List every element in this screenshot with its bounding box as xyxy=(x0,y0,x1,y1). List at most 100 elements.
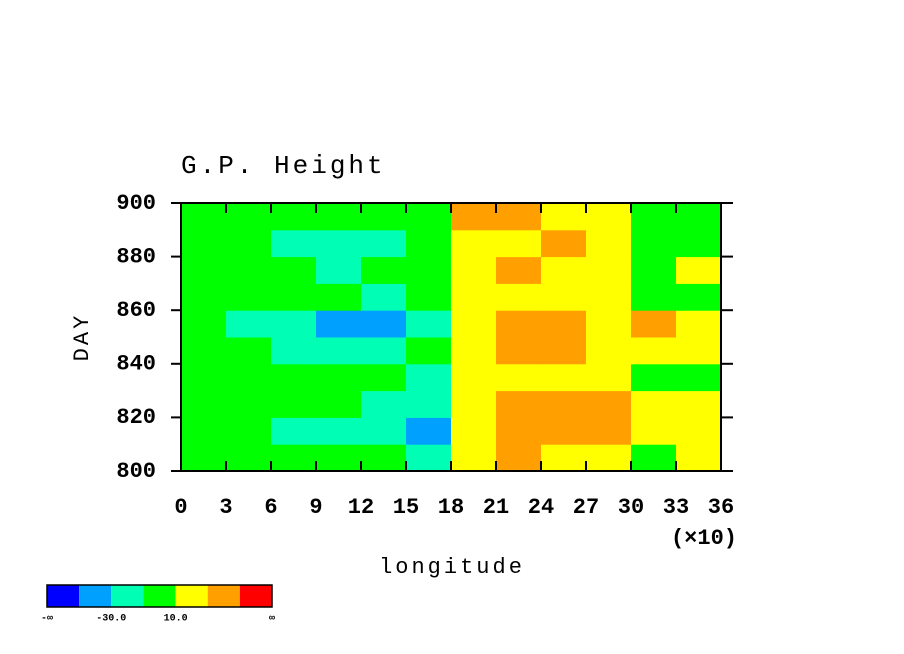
colorbar-box xyxy=(143,585,176,607)
cell xyxy=(586,390,632,418)
cell xyxy=(181,444,227,472)
cell xyxy=(451,229,497,258)
cell xyxy=(271,444,317,472)
cell xyxy=(271,203,317,231)
cell xyxy=(541,363,587,392)
cell xyxy=(586,310,632,338)
cell xyxy=(541,203,587,231)
cell xyxy=(226,310,272,338)
cell xyxy=(271,256,317,284)
cell xyxy=(316,417,362,445)
cell xyxy=(316,256,362,284)
cell xyxy=(586,444,632,472)
cell xyxy=(586,417,632,445)
cell xyxy=(226,417,272,445)
cell xyxy=(181,363,227,392)
cell xyxy=(181,256,227,284)
x-tick-label: 9 xyxy=(309,495,322,520)
y-tick-label: 800 xyxy=(116,459,156,484)
colorbar-box xyxy=(239,585,272,607)
cell xyxy=(541,229,587,258)
cell xyxy=(361,310,407,338)
cell xyxy=(496,417,542,445)
cell xyxy=(361,337,407,365)
cell xyxy=(676,283,722,311)
cell xyxy=(631,283,677,311)
cell xyxy=(631,229,677,258)
cell xyxy=(451,390,497,418)
x-tick-label: 33 xyxy=(663,495,689,520)
cell xyxy=(631,256,677,284)
cell xyxy=(316,444,362,472)
cell xyxy=(496,444,542,472)
cell xyxy=(406,417,452,445)
cell xyxy=(406,283,452,311)
cell xyxy=(316,283,362,311)
x-axis-label: longitude xyxy=(379,555,525,580)
cell xyxy=(181,337,227,365)
cell xyxy=(316,229,362,258)
cell xyxy=(541,337,587,365)
cell xyxy=(496,390,542,418)
cell xyxy=(226,337,272,365)
cell xyxy=(406,363,452,392)
cell xyxy=(676,417,722,445)
cell xyxy=(496,363,542,392)
y-tick-label: 820 xyxy=(116,405,156,430)
x-tick-label: 12 xyxy=(348,495,374,520)
cell xyxy=(361,444,407,472)
cell xyxy=(316,310,362,338)
cell xyxy=(586,229,632,258)
cell xyxy=(316,363,362,392)
cell xyxy=(406,203,452,231)
colorbar-frame xyxy=(46,584,273,608)
cell xyxy=(631,203,677,231)
y-axis-label: DAY xyxy=(70,313,95,362)
cell xyxy=(181,283,227,311)
cell xyxy=(226,283,272,311)
x-tick-label: 15 xyxy=(393,495,419,520)
cell xyxy=(361,417,407,445)
cell xyxy=(631,363,677,392)
cell xyxy=(271,310,317,338)
cell xyxy=(406,256,452,284)
cell xyxy=(181,390,227,418)
cell xyxy=(361,203,407,231)
cell xyxy=(541,283,587,311)
cell xyxy=(406,337,452,365)
chart-title: G.P. Height xyxy=(181,151,386,181)
colorbar-box xyxy=(47,585,80,607)
cell xyxy=(271,229,317,258)
x-tick-label: 0 xyxy=(174,495,187,520)
cell xyxy=(271,337,317,365)
y-tick-label: 840 xyxy=(116,352,156,377)
cell xyxy=(541,310,587,338)
colorbar-box xyxy=(175,585,208,607)
cell xyxy=(316,390,362,418)
cell xyxy=(226,256,272,284)
cell xyxy=(226,390,272,418)
cell xyxy=(181,229,227,258)
x-tick-label: 36 xyxy=(708,495,734,520)
colorbar-box xyxy=(79,585,112,607)
cell xyxy=(361,229,407,258)
cell xyxy=(271,390,317,418)
cell xyxy=(676,444,722,472)
cell xyxy=(541,256,587,284)
cell xyxy=(361,256,407,284)
cell xyxy=(631,444,677,472)
cell xyxy=(586,337,632,365)
cell xyxy=(451,310,497,338)
cell xyxy=(226,363,272,392)
x-tick-label: 6 xyxy=(264,495,277,520)
cell xyxy=(406,229,452,258)
cell xyxy=(181,203,227,231)
cell xyxy=(271,363,317,392)
cell xyxy=(361,390,407,418)
cell xyxy=(541,417,587,445)
cell xyxy=(451,203,497,231)
cell xyxy=(631,390,677,418)
cell xyxy=(316,203,362,231)
colorbar-label: ∞ xyxy=(269,614,275,625)
cell xyxy=(496,337,542,365)
